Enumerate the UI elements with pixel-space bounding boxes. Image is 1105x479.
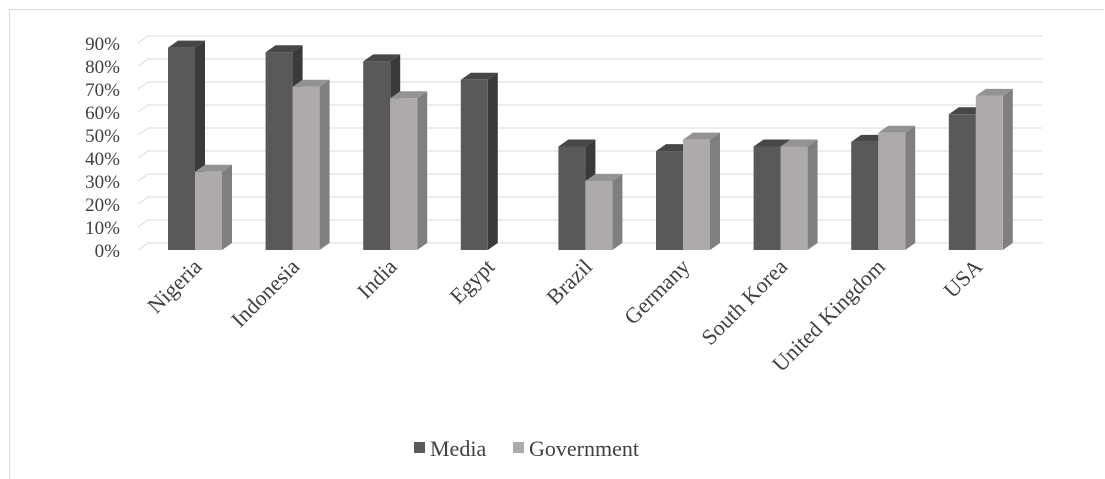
x-tick-label: Nigeria [142, 254, 206, 318]
gridline [137, 242, 1042, 251]
gridlines [137, 35, 1042, 251]
x-tick-label: Egypt [444, 254, 499, 309]
bar-media-egypt [460, 72, 498, 250]
gridline [137, 150, 1042, 159]
x-tick-label: India [352, 254, 402, 304]
bar-government-indonesia [292, 79, 330, 250]
gridline [137, 58, 1042, 67]
x-tick-label: Indonesia [226, 254, 304, 332]
bar-government-usa [975, 88, 1013, 251]
bar-government-united-kingdom [878, 125, 916, 250]
bar-government-brazil [585, 174, 623, 250]
y-tick-label: 90% [85, 34, 120, 55]
gridline [137, 196, 1042, 205]
gridline [137, 219, 1042, 228]
bar-government-nigeria [195, 164, 232, 250]
y-tick-label: 30% [85, 172, 120, 193]
gridline [137, 35, 1042, 44]
gridline [137, 127, 1042, 136]
x-tick-label: Brazil [541, 254, 597, 310]
x-tick-label: South Korea [696, 254, 792, 350]
y-tick-label: 70% [85, 80, 120, 101]
y-tick-label: 40% [85, 149, 120, 170]
gridline [137, 173, 1042, 182]
legend-label-government: Government [529, 436, 639, 461]
bars [168, 40, 1013, 251]
y-tick-label: 50% [85, 126, 120, 147]
bar-government-germany [683, 132, 720, 250]
legend-label-media: Media [430, 436, 486, 461]
x-tick-label: USA [939, 254, 988, 303]
chart-frame [9, 9, 1104, 479]
y-tick-label: 10% [85, 218, 120, 239]
y-tick-label: 80% [85, 57, 120, 78]
x-tick-label: Germany [619, 254, 695, 330]
x-axis: Nigeria Indonesia India Egypt Brazil Germany S… [142, 254, 987, 377]
bar-government-south-korea [780, 139, 818, 250]
legend-swatch-media [414, 442, 425, 453]
legend-swatch-government [513, 442, 524, 453]
y-tick-label: 60% [85, 103, 120, 124]
bar-government-india [390, 91, 428, 250]
gridline [137, 104, 1042, 113]
y-tick-label: 20% [85, 195, 120, 216]
gridline [137, 81, 1042, 90]
y-axis: 0%10%20%30%40%50%60%70%80%90% [85, 34, 120, 262]
y-tick-label: 0% [95, 241, 121, 262]
legend: Media Government [414, 436, 639, 461]
